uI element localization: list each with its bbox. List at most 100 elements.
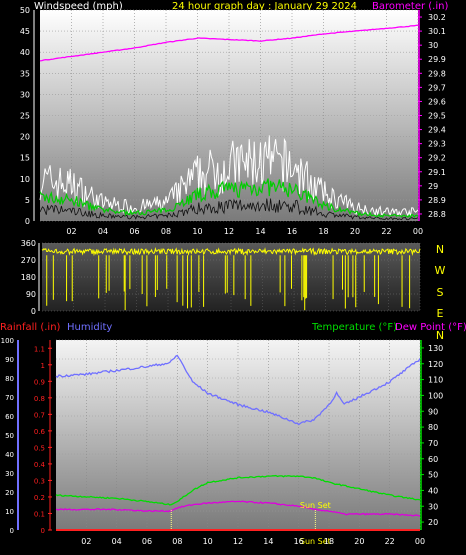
wind-axis-label: Windspeed (mph) xyxy=(34,1,123,12)
temp-y-tick: 30 xyxy=(428,502,438,511)
compass-letter: S xyxy=(437,286,444,299)
wind-y-tick: 20 xyxy=(20,133,30,142)
rain-y-tick: 0.3 xyxy=(34,477,45,485)
temperature-line xyxy=(55,474,421,506)
x-tick: 04 xyxy=(112,537,122,546)
chart-title: 24 hour graph day : January 29 2024 xyxy=(172,1,357,12)
x-tick: 20 xyxy=(354,537,364,546)
wind-y-tick: 30 xyxy=(20,90,30,99)
humidity-y-tick: 50 xyxy=(5,432,14,440)
x-tick: 08 xyxy=(172,537,182,546)
humidity-label: Humidity xyxy=(67,322,112,333)
rain-y-tick: 0.2 xyxy=(34,494,45,502)
wind-avg-line xyxy=(39,178,419,219)
dir-y-tick: 90 xyxy=(26,290,36,299)
wind-low-line xyxy=(39,198,419,221)
rain-y-tick: 0.8 xyxy=(34,395,45,403)
x-tick: 02 xyxy=(66,227,76,236)
rain-y-tick: 0.9 xyxy=(34,378,45,386)
dir-y-tick: 270 xyxy=(21,256,36,265)
baro-y-tick: 29.3 xyxy=(428,140,446,149)
wind-panel-axes: 0 5 10 15 20 25 30 35 40 45 50 28.8 28.9 29 29.1 29.2 29… xyxy=(20,6,446,236)
x-tick: 00 xyxy=(415,537,425,546)
wind-y-tick: 5 xyxy=(25,196,30,205)
baro-axis-label: Barometer (.in) xyxy=(372,1,448,12)
x-tick: 06 xyxy=(142,537,152,546)
rain-y-tick: 0.6 xyxy=(34,428,46,436)
temp-y-tick: 130 xyxy=(428,344,443,353)
baro-y-tick: 29.4 xyxy=(428,126,446,135)
baro-y-tick: 29.1 xyxy=(428,168,446,177)
barometer-line xyxy=(39,24,419,62)
x-tick: 22 xyxy=(381,227,391,236)
x-tick: 10 xyxy=(192,227,202,236)
x-tick: 14 xyxy=(263,537,273,546)
humidity-y-tick: 60 xyxy=(5,413,14,421)
x-tick: 16 xyxy=(294,537,304,546)
x-tick: 12 xyxy=(224,227,234,236)
dewpoint-line xyxy=(55,500,421,517)
baro-y-tick: 29 xyxy=(428,182,438,191)
x-tick: 02 xyxy=(81,537,91,546)
baro-y-tick: 30.1 xyxy=(428,27,446,36)
compass-letter: N xyxy=(436,243,444,256)
humidity-y-tick: 100 xyxy=(1,337,14,345)
baro-y-tick: 30.2 xyxy=(428,13,446,22)
x-tick: 06 xyxy=(129,227,139,236)
x-tick: 18 xyxy=(318,227,328,236)
temp-y-tick: 20 xyxy=(428,518,438,527)
dir-y-tick: 180 xyxy=(21,273,36,282)
wind-y-tick: 10 xyxy=(20,175,30,184)
baro-y-tick: 30 xyxy=(428,41,438,50)
temp-y-tick: 70 xyxy=(428,439,438,448)
x-tick: 00 xyxy=(413,227,423,236)
direction-panel-axes: 0 90 180 270 360 xyxy=(21,239,40,316)
x-tick: 16 xyxy=(287,227,297,236)
baro-y-tick: 29.9 xyxy=(428,55,446,64)
rain-y-tick: 0.7 xyxy=(34,411,45,419)
wind-y-tick: 50 xyxy=(20,6,30,15)
climate-panel-grid xyxy=(56,339,421,531)
direction-panel-grid xyxy=(42,242,421,312)
humidity-y-tick: 70 xyxy=(5,394,14,402)
x-tick: 20 xyxy=(350,227,360,236)
rain-y-tick: 0.1 xyxy=(34,510,45,518)
humidity-y-tick: 20 xyxy=(5,489,14,497)
wind-panel-marks xyxy=(39,24,419,221)
wind-y-tick: 15 xyxy=(20,154,30,163)
wind-y-tick: 40 xyxy=(20,48,30,57)
x-tick: 18 xyxy=(324,537,334,546)
direction-panel-marks xyxy=(41,247,421,311)
wind-y-tick: 25 xyxy=(20,112,30,121)
temp-y-tick: 60 xyxy=(428,455,438,464)
temperature-label: Temperature (°F) xyxy=(311,322,397,333)
wind-y-tick: 0 xyxy=(25,217,30,226)
temp-y-tick: 90 xyxy=(428,407,438,416)
dewpoint-label: Dew Point (°F) xyxy=(395,322,466,333)
temp-y-tick: 50 xyxy=(428,471,438,480)
temp-y-tick: 100 xyxy=(428,391,443,400)
baro-y-tick: 29.6 xyxy=(428,97,446,106)
baro-y-tick: 29.8 xyxy=(428,69,446,78)
dir-y-tick: 0 xyxy=(31,307,36,316)
temp-y-tick: 110 xyxy=(428,376,443,385)
compass-letter: E xyxy=(437,307,444,320)
sunset-axis-label: Sun Set xyxy=(300,537,331,546)
humidity-y-tick: 30 xyxy=(5,470,14,478)
baro-y-tick: 29.2 xyxy=(428,154,446,163)
wind-y-tick: 35 xyxy=(20,69,30,78)
wind-panel-grid xyxy=(40,9,419,222)
humidity-y-tick: 0 xyxy=(10,527,14,535)
baro-y-tick: 28.9 xyxy=(428,196,446,205)
humidity-y-tick: 80 xyxy=(5,375,14,383)
rain-y-tick: 1 xyxy=(41,362,45,370)
x-tick: 12 xyxy=(233,537,243,546)
climate-panel-axes: 010203040506070809010000.10.20.30.40.50.… xyxy=(1,337,444,546)
x-tick: 04 xyxy=(98,227,108,236)
rain-y-tick: 0 xyxy=(41,527,45,535)
x-tick: 22 xyxy=(385,537,395,546)
x-tick: 14 xyxy=(255,227,265,236)
climate-panel-marks: Sun Set Sun Set xyxy=(55,354,421,546)
